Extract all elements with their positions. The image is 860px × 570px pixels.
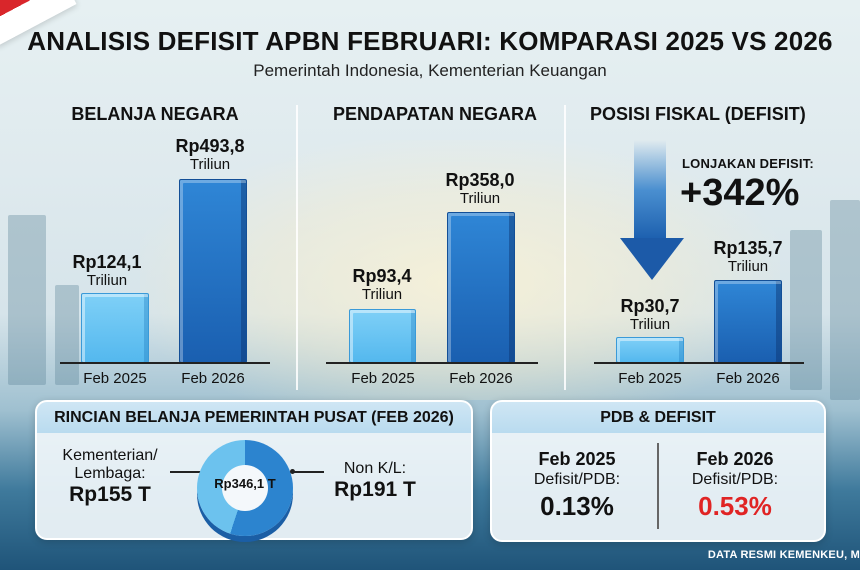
- kl-label-line1: Kementerian/: [62, 447, 158, 464]
- non-kl-label: Non K/L:: [343, 460, 407, 477]
- source-footer: DATA RESMI KEMENKEU, M: [707, 549, 860, 561]
- down-arrow-head-icon: [620, 238, 684, 280]
- panel-title: POSISI FISKAL (DEFISIT): [590, 104, 806, 124]
- pdb-value-2025: 0.13%: [540, 491, 614, 521]
- bar-value-label: Rp493,8 Triliun: [175, 136, 245, 173]
- panel-title: BELANJA NEGARA: [71, 104, 239, 124]
- x-axis-label: Feb 2026: [716, 370, 780, 387]
- pdb-column-2026: Feb 2026 Defisit/PDB: 0.53%: [655, 448, 815, 522]
- x-axis-label: Feb 2025: [83, 370, 147, 387]
- bar-belanja-2025: [81, 293, 149, 363]
- donut-total: Rp346,1 T: [214, 476, 276, 491]
- x-axis-line: [326, 362, 538, 364]
- donut-chart: Rp346,1 T: [197, 440, 295, 538]
- surge-label: LONJAKAN DEFISIT:: [682, 156, 814, 171]
- panel-pendapatan-negara: PENDAPATAN NEGARA: [300, 100, 570, 395]
- bar-pendapatan-2025: [349, 309, 416, 363]
- panel-divider: [296, 105, 298, 390]
- pdb-column-2025: Feb 2025 Defisit/PDB: 0.13%: [497, 448, 657, 522]
- kl-label-line2: Lembaga:: [74, 465, 146, 482]
- panel-posisi-fiskal: POSISI FISKAL (DEFISIT): [570, 100, 860, 395]
- bar-defisit-2026: [714, 280, 782, 363]
- x-axis-line: [60, 362, 270, 364]
- bar-belanja-2026: [179, 179, 247, 363]
- bar-value-label: Rp135,7 Triliun: [713, 238, 783, 275]
- leader-line: [292, 471, 324, 473]
- leader-line: [170, 471, 203, 473]
- pdb-card-title: PDB & DEFISIT: [492, 402, 824, 433]
- kl-amount: Rp155 T: [69, 483, 151, 506]
- page-title: ANALISIS DEFISIT APBN FEBRUARI: KOMPARAS…: [27, 26, 833, 56]
- city-building-decoration: [8, 215, 46, 385]
- x-axis-line: [594, 362, 804, 364]
- bar-value-label: Rp124,1 Triliun: [72, 252, 142, 289]
- city-building-decoration: [55, 285, 79, 385]
- down-arrow-icon: [634, 140, 666, 240]
- x-axis-label: Feb 2026: [449, 370, 513, 387]
- bar-defisit-2025: [616, 337, 684, 363]
- x-axis-label: Feb 2025: [351, 370, 415, 387]
- x-axis-label: Feb 2025: [618, 370, 682, 387]
- non-kl-amount: Rp191 T: [334, 478, 416, 501]
- non-kl-label-group: Non K/L: Rp191 T: [320, 460, 430, 502]
- panel-title: PENDAPATAN NEGARA: [332, 104, 537, 124]
- surge-value: +342%: [680, 172, 800, 214]
- bar-value-label: Rp93,4 Triliun: [352, 266, 412, 303]
- x-axis-label: Feb 2026: [181, 370, 245, 387]
- bar-pendapatan-2026: [447, 212, 515, 363]
- bar-value-label: Rp30,7 Triliun: [620, 296, 680, 333]
- bar-value-label: Rp358,0 Triliun: [445, 170, 515, 207]
- city-building-decoration: [830, 200, 860, 400]
- breakdown-card-title: RINCIAN BELANJA PEMERINTAH PUSAT (FEB 20…: [37, 402, 471, 433]
- page-subtitle: Pemerintah Indonesia, Kementerian Keuang…: [253, 61, 607, 80]
- panel-divider: [564, 105, 566, 390]
- pdb-value-2026: 0.53%: [698, 491, 772, 521]
- donut-hole: [222, 465, 268, 511]
- pdb-divider: [657, 443, 659, 529]
- kl-label-group: Kementerian/ Lembaga: Rp155 T: [40, 447, 180, 507]
- panel-belanja-negara: BELANJA NEGARA: [20, 100, 290, 395]
